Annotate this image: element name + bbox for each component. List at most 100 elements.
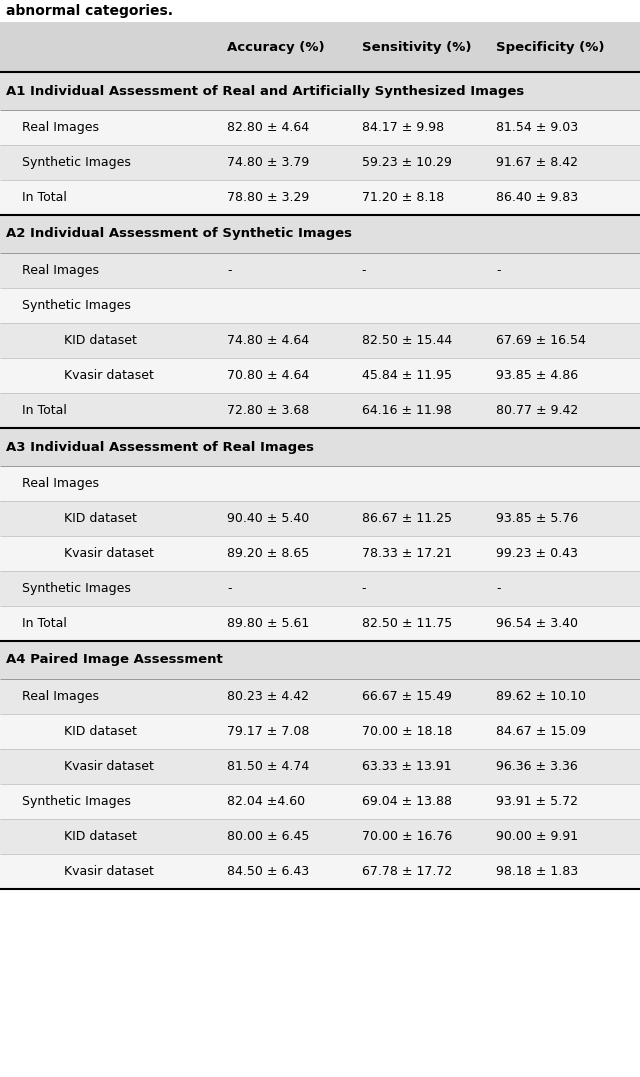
Text: Synthetic Images: Synthetic Images	[22, 795, 131, 808]
Text: 82.50 ± 11.75: 82.50 ± 11.75	[362, 617, 452, 630]
Bar	[0, 749, 640, 784]
Text: abnormal categories.: abnormal categories.	[6, 4, 173, 18]
Text: -: -	[496, 264, 500, 277]
Bar	[0, 819, 640, 854]
Text: A4 Paired Image Assessment: A4 Paired Image Assessment	[6, 654, 223, 667]
Text: A3 Individual Assessment of Real Images: A3 Individual Assessment of Real Images	[6, 440, 314, 453]
Text: 90.40 ± 5.40: 90.40 ± 5.40	[227, 512, 310, 524]
Text: 91.67 ± 8.42: 91.67 ± 8.42	[496, 156, 578, 169]
Text: 96.54 ± 3.40: 96.54 ± 3.40	[496, 617, 578, 630]
Text: 84.50 ± 6.43: 84.50 ± 6.43	[227, 865, 309, 878]
Bar	[0, 714, 640, 749]
Text: 69.04 ± 13.88: 69.04 ± 13.88	[362, 795, 452, 808]
Bar	[0, 536, 640, 571]
Text: KID dataset: KID dataset	[64, 725, 137, 738]
Text: Specificity (%): Specificity (%)	[496, 41, 605, 54]
Text: 71.20 ± 8.18: 71.20 ± 8.18	[362, 191, 444, 204]
Text: A2 Individual Assessment of Synthetic Images: A2 Individual Assessment of Synthetic Im…	[6, 227, 353, 240]
Text: 93.91 ± 5.72: 93.91 ± 5.72	[496, 795, 578, 808]
Text: 96.36 ± 3.36: 96.36 ± 3.36	[496, 760, 578, 773]
Text: Kvasir dataset: Kvasir dataset	[64, 865, 154, 878]
Bar	[0, 393, 640, 428]
Text: 67.78 ± 17.72: 67.78 ± 17.72	[362, 865, 452, 878]
Bar	[0, 641, 640, 679]
Text: Synthetic Images: Synthetic Images	[22, 582, 131, 595]
Text: -: -	[496, 582, 500, 595]
Text: A1 Individual Assessment of Real and Artificially Synthesized Images: A1 Individual Assessment of Real and Art…	[6, 84, 525, 98]
Text: 81.54 ± 9.03: 81.54 ± 9.03	[496, 121, 578, 134]
Text: 67.69 ± 16.54: 67.69 ± 16.54	[496, 334, 586, 347]
Text: 74.80 ± 4.64: 74.80 ± 4.64	[227, 334, 309, 347]
Bar	[0, 679, 640, 714]
Bar	[0, 145, 640, 180]
Text: Synthetic Images: Synthetic Images	[22, 299, 131, 312]
Text: 72.80 ± 3.68: 72.80 ± 3.68	[227, 404, 310, 417]
Text: -: -	[227, 582, 232, 595]
Text: 78.33 ± 17.21: 78.33 ± 17.21	[362, 547, 452, 560]
Bar	[0, 501, 640, 536]
Text: 99.23 ± 0.43: 99.23 ± 0.43	[496, 547, 578, 560]
Text: Accuracy (%): Accuracy (%)	[227, 41, 325, 54]
Text: KID dataset: KID dataset	[64, 512, 137, 524]
Text: -: -	[362, 582, 366, 595]
Text: Real Images: Real Images	[22, 477, 99, 490]
Bar	[0, 323, 640, 358]
Bar	[0, 784, 640, 819]
Text: 84.67 ± 15.09: 84.67 ± 15.09	[496, 725, 586, 738]
Text: 90.00 ± 9.91: 90.00 ± 9.91	[496, 830, 578, 843]
Text: 93.85 ± 5.76: 93.85 ± 5.76	[496, 512, 579, 524]
Text: 89.62 ± 10.10: 89.62 ± 10.10	[496, 690, 586, 703]
Text: 86.40 ± 9.83: 86.40 ± 9.83	[496, 191, 578, 204]
Text: 81.50 ± 4.74: 81.50 ± 4.74	[227, 760, 310, 773]
Bar	[0, 428, 640, 466]
Text: 84.17 ± 9.98: 84.17 ± 9.98	[362, 121, 444, 134]
Bar	[0, 854, 640, 889]
Text: 66.67 ± 15.49: 66.67 ± 15.49	[362, 690, 451, 703]
Text: 93.85 ± 4.86: 93.85 ± 4.86	[496, 369, 578, 382]
Text: 70.00 ± 18.18: 70.00 ± 18.18	[362, 725, 452, 738]
Text: In Total: In Total	[22, 404, 67, 417]
Text: Sensitivity (%): Sensitivity (%)	[362, 41, 471, 54]
Text: Kvasir dataset: Kvasir dataset	[64, 760, 154, 773]
Bar	[0, 110, 640, 145]
Text: 59.23 ± 10.29: 59.23 ± 10.29	[362, 156, 451, 169]
Text: 82.50 ± 15.44: 82.50 ± 15.44	[362, 334, 452, 347]
Text: 86.67 ± 11.25: 86.67 ± 11.25	[362, 512, 452, 524]
Bar	[0, 288, 640, 323]
Bar	[0, 215, 640, 253]
Text: 70.00 ± 16.76: 70.00 ± 16.76	[362, 830, 452, 843]
Bar	[0, 571, 640, 606]
Text: Synthetic Images: Synthetic Images	[22, 156, 131, 169]
Text: -: -	[362, 264, 366, 277]
Text: KID dataset: KID dataset	[64, 830, 137, 843]
Text: 89.20 ± 8.65: 89.20 ± 8.65	[227, 547, 310, 560]
Text: 82.80 ± 4.64: 82.80 ± 4.64	[227, 121, 309, 134]
Text: 45.84 ± 11.95: 45.84 ± 11.95	[362, 369, 452, 382]
Text: Kvasir dataset: Kvasir dataset	[64, 547, 154, 560]
Bar	[0, 22, 640, 72]
Text: 80.77 ± 9.42: 80.77 ± 9.42	[496, 404, 579, 417]
Text: In Total: In Total	[22, 617, 67, 630]
Bar	[0, 180, 640, 215]
Text: 63.33 ± 13.91: 63.33 ± 13.91	[362, 760, 451, 773]
Text: 70.80 ± 4.64: 70.80 ± 4.64	[227, 369, 310, 382]
Text: In Total: In Total	[22, 191, 67, 204]
Text: 82.04 ±4.60: 82.04 ±4.60	[227, 795, 305, 808]
Bar	[0, 72, 640, 110]
Bar	[0, 606, 640, 641]
Text: Real Images: Real Images	[22, 264, 99, 277]
Text: 64.16 ± 11.98: 64.16 ± 11.98	[362, 404, 451, 417]
Text: 80.00 ± 6.45: 80.00 ± 6.45	[227, 830, 310, 843]
Bar	[0, 253, 640, 288]
Bar	[0, 358, 640, 393]
Text: 80.23 ± 4.42: 80.23 ± 4.42	[227, 690, 309, 703]
Bar	[0, 0, 640, 22]
Text: 74.80 ± 3.79: 74.80 ± 3.79	[227, 156, 310, 169]
Text: 78.80 ± 3.29: 78.80 ± 3.29	[227, 191, 310, 204]
Bar	[0, 466, 640, 501]
Text: KID dataset: KID dataset	[64, 334, 137, 347]
Text: 98.18 ± 1.83: 98.18 ± 1.83	[496, 865, 578, 878]
Text: -: -	[227, 264, 232, 277]
Text: Kvasir dataset: Kvasir dataset	[64, 369, 154, 382]
Text: Real Images: Real Images	[22, 121, 99, 134]
